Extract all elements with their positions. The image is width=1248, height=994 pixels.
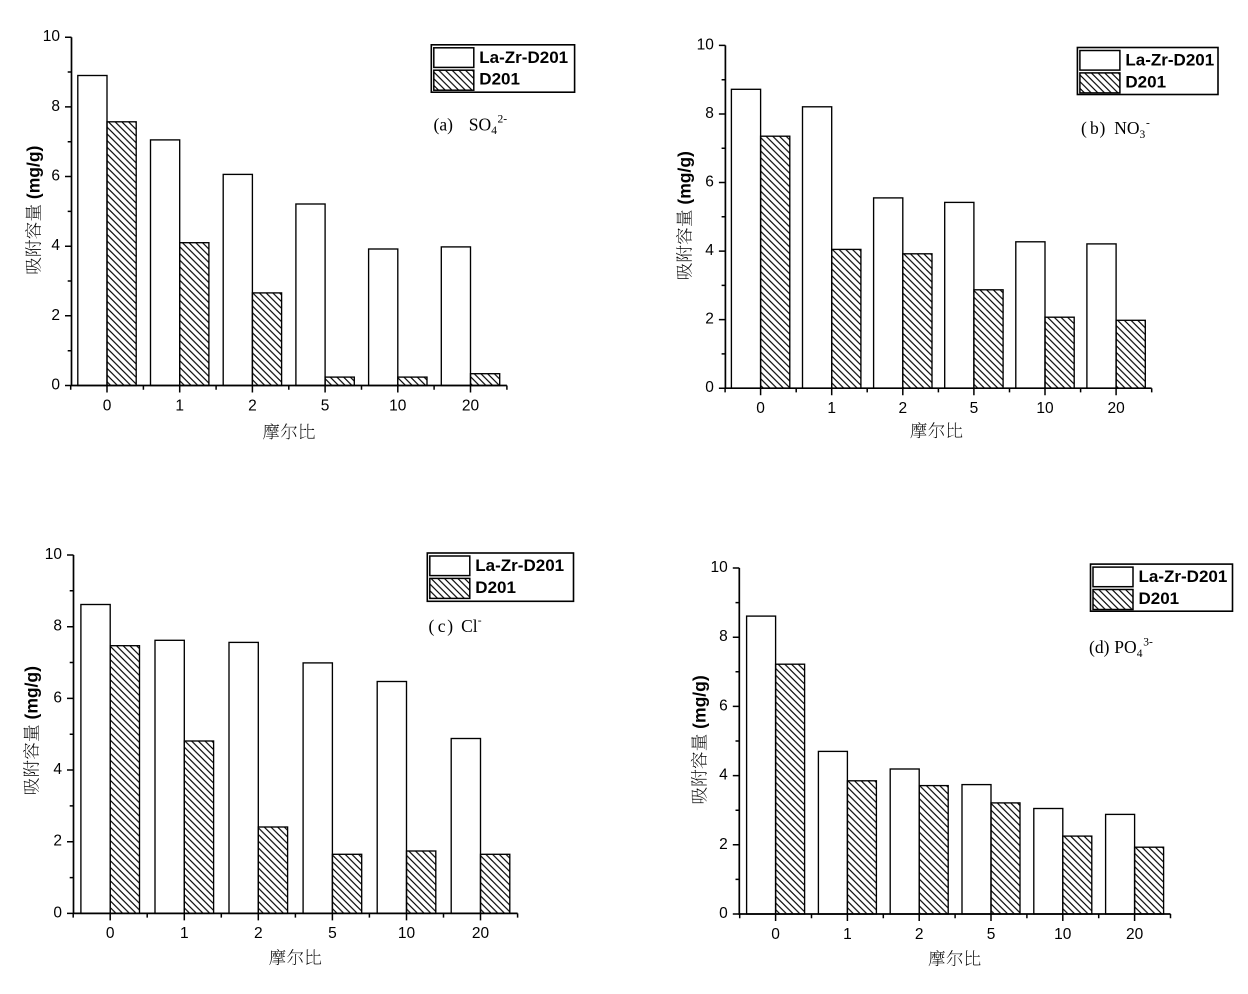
svg-text:(: ( xyxy=(429,616,435,636)
svg-text:c: c xyxy=(438,616,446,636)
svg-text:2: 2 xyxy=(719,836,728,853)
svg-text:10: 10 xyxy=(389,397,407,414)
svg-text:D201: D201 xyxy=(475,578,516,597)
svg-text:6: 6 xyxy=(51,168,60,185)
svg-text:D201: D201 xyxy=(1125,72,1166,91)
svg-text:2: 2 xyxy=(898,400,907,417)
svg-text:0: 0 xyxy=(705,379,714,396)
svg-text:2: 2 xyxy=(915,926,924,943)
svg-text:1: 1 xyxy=(180,925,189,942)
svg-text:b: b xyxy=(1090,118,1099,138)
svg-text:8: 8 xyxy=(53,618,62,635)
svg-text:10: 10 xyxy=(1054,926,1072,943)
svg-text:20: 20 xyxy=(462,397,480,414)
svg-text:6: 6 xyxy=(53,689,62,706)
svg-text:D201: D201 xyxy=(1139,589,1180,608)
svg-text:(d): (d) xyxy=(1089,637,1110,657)
svg-text:3-: 3- xyxy=(1143,636,1153,648)
svg-text:5: 5 xyxy=(328,925,337,942)
svg-text:5: 5 xyxy=(987,926,996,943)
svg-text:1: 1 xyxy=(827,400,836,417)
svg-text:4: 4 xyxy=(53,761,62,778)
svg-text:La-Zr-D201: La-Zr-D201 xyxy=(1125,51,1214,70)
svg-text:4: 4 xyxy=(51,237,60,254)
svg-text:4: 4 xyxy=(705,242,714,259)
svg-text:2: 2 xyxy=(248,397,257,414)
svg-text:8: 8 xyxy=(705,105,714,122)
svg-text:SO: SO xyxy=(469,114,491,134)
svg-text:0: 0 xyxy=(756,400,765,417)
svg-text:-: - xyxy=(1146,117,1150,129)
svg-text:20: 20 xyxy=(1107,400,1125,417)
svg-text:2: 2 xyxy=(705,311,714,328)
svg-text:4: 4 xyxy=(719,767,728,784)
svg-text:1: 1 xyxy=(175,397,184,414)
svg-text:4: 4 xyxy=(491,125,497,137)
svg-text:1: 1 xyxy=(843,926,852,943)
svg-text:(mg/g): (mg/g) xyxy=(24,146,44,199)
svg-text:0: 0 xyxy=(103,397,112,414)
svg-text:0: 0 xyxy=(719,905,728,922)
svg-text:La-Zr-D201: La-Zr-D201 xyxy=(475,556,564,575)
svg-text:10: 10 xyxy=(45,546,63,563)
svg-text:10: 10 xyxy=(43,28,61,45)
svg-text:(a): (a) xyxy=(434,114,454,134)
svg-text:0: 0 xyxy=(51,377,60,394)
svg-text:2: 2 xyxy=(53,833,62,850)
svg-text:10: 10 xyxy=(697,36,715,53)
svg-text:D201: D201 xyxy=(479,70,520,89)
svg-text:0: 0 xyxy=(106,925,115,942)
svg-text:(: ( xyxy=(1081,118,1087,138)
svg-text:0: 0 xyxy=(53,904,62,921)
svg-text:): ) xyxy=(1100,118,1106,138)
svg-text:-: - xyxy=(478,615,482,627)
svg-text:La-Zr-D201: La-Zr-D201 xyxy=(479,48,568,67)
svg-text:20: 20 xyxy=(1126,926,1144,943)
svg-text:20: 20 xyxy=(472,925,490,942)
svg-text:3: 3 xyxy=(1140,129,1146,141)
svg-text:8: 8 xyxy=(719,628,728,645)
svg-text:(mg/g): (mg/g) xyxy=(675,151,695,204)
svg-text:5: 5 xyxy=(970,400,979,417)
svg-text:(mg/g): (mg/g) xyxy=(22,666,42,719)
svg-text:): ) xyxy=(447,616,453,636)
svg-text:10: 10 xyxy=(1036,400,1054,417)
svg-text:10: 10 xyxy=(711,559,729,576)
svg-text:5: 5 xyxy=(321,397,330,414)
svg-text:2: 2 xyxy=(51,307,60,324)
svg-text:6: 6 xyxy=(705,174,714,191)
svg-text:2: 2 xyxy=(254,925,263,942)
svg-text:La-Zr-D201: La-Zr-D201 xyxy=(1139,567,1228,586)
svg-text:PO: PO xyxy=(1114,637,1136,657)
svg-text:6: 6 xyxy=(719,697,728,714)
svg-text:10: 10 xyxy=(398,925,416,942)
svg-text:2-: 2- xyxy=(498,114,508,126)
svg-text:4: 4 xyxy=(1137,648,1143,660)
svg-text:(mg/g): (mg/g) xyxy=(690,675,710,728)
svg-text:Cl: Cl xyxy=(461,616,478,636)
svg-text:NO: NO xyxy=(1114,118,1139,138)
svg-text:0: 0 xyxy=(771,926,780,943)
svg-text:8: 8 xyxy=(51,98,60,115)
